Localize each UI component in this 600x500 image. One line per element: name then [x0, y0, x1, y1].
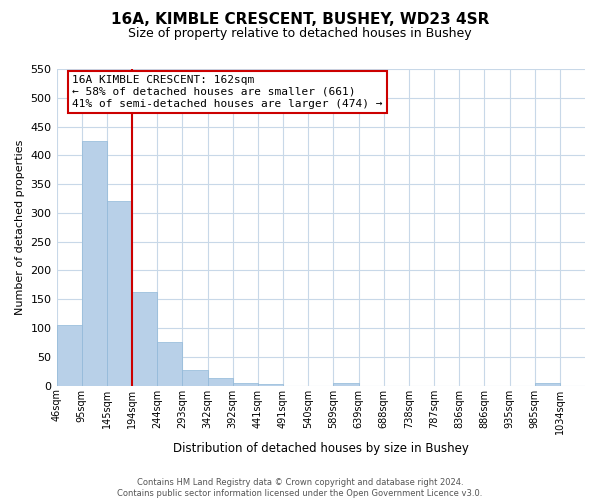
- Bar: [208, 378, 233, 386]
- X-axis label: Distribution of detached houses by size in Bushey: Distribution of detached houses by size …: [173, 442, 469, 455]
- Bar: [82, 141, 107, 386]
- Bar: [182, 370, 208, 386]
- Bar: [535, 384, 560, 386]
- Bar: [258, 384, 283, 386]
- Bar: [132, 292, 157, 386]
- Bar: [157, 342, 182, 386]
- Text: 16A, KIMBLE CRESCENT, BUSHEY, WD23 4SR: 16A, KIMBLE CRESCENT, BUSHEY, WD23 4SR: [111, 12, 489, 28]
- Text: 16A KIMBLE CRESCENT: 162sqm
← 58% of detached houses are smaller (661)
41% of se: 16A KIMBLE CRESCENT: 162sqm ← 58% of det…: [73, 76, 383, 108]
- Bar: [233, 383, 258, 386]
- Text: Size of property relative to detached houses in Bushey: Size of property relative to detached ho…: [128, 28, 472, 40]
- Bar: [107, 202, 132, 386]
- Text: Contains HM Land Registry data © Crown copyright and database right 2024.
Contai: Contains HM Land Registry data © Crown c…: [118, 478, 482, 498]
- Bar: [334, 383, 359, 386]
- Bar: [56, 325, 82, 386]
- Y-axis label: Number of detached properties: Number of detached properties: [15, 140, 25, 315]
